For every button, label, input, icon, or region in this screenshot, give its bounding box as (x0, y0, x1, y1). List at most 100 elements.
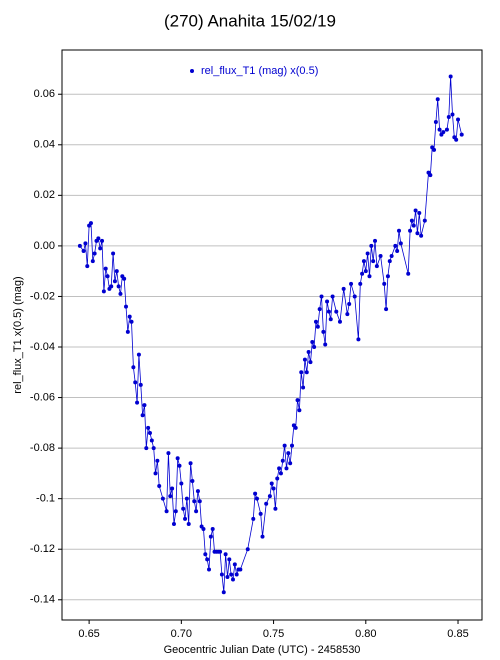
data-point (415, 231, 420, 236)
data-point (358, 281, 363, 286)
data-point (456, 117, 461, 122)
data-point (157, 484, 162, 489)
data-point (85, 264, 90, 269)
data-point (419, 233, 424, 238)
data-point (352, 294, 357, 299)
data-point (105, 274, 110, 279)
data-point (258, 511, 263, 516)
data-point (223, 552, 228, 557)
y-axis-label: rel_flux_T1 x(0.5) (mag) (12, 276, 24, 393)
data-point (207, 567, 212, 572)
data-point (168, 494, 173, 499)
data-point (280, 458, 285, 463)
data-point (306, 350, 311, 355)
data-point (398, 241, 403, 246)
data-point (448, 74, 453, 79)
data-point (77, 243, 82, 248)
legend-label: rel_flux_T1 (mag) x(0.5) (201, 65, 318, 77)
data-point (177, 463, 182, 468)
data-point (387, 259, 392, 264)
data-point (205, 557, 210, 562)
data-point (183, 516, 188, 521)
data-point (234, 572, 239, 577)
data-point (166, 451, 171, 456)
data-point (396, 228, 401, 233)
data-point (142, 403, 147, 408)
data-point (323, 342, 328, 347)
data-point (103, 266, 108, 271)
data-point (135, 400, 140, 405)
data-point (218, 549, 223, 554)
data-point (459, 132, 464, 137)
y-tick-label: -0.06 (30, 391, 55, 403)
data-point (92, 251, 97, 256)
data-point (131, 365, 136, 370)
data-point (122, 276, 127, 281)
data-point (136, 352, 141, 357)
data-point (81, 248, 86, 253)
data-point (378, 254, 383, 259)
data-point (267, 494, 272, 499)
data-point (365, 251, 370, 256)
data-point (253, 491, 258, 496)
data-point (118, 291, 123, 296)
data-point (321, 329, 326, 334)
data-point (188, 461, 193, 466)
data-point (275, 476, 280, 481)
data-point (179, 481, 184, 486)
data-point (83, 241, 88, 246)
data-point (251, 516, 256, 521)
data-point (299, 370, 304, 375)
data-point (90, 259, 95, 264)
data-point (96, 236, 101, 241)
data-point (221, 590, 226, 595)
x-tick-label: 0.75 (263, 628, 284, 640)
data-point (446, 114, 451, 119)
y-tick-label: -0.12 (30, 543, 55, 555)
data-point (181, 506, 186, 511)
data-point (328, 317, 333, 322)
data-point (308, 360, 313, 365)
data-point (284, 466, 289, 471)
data-point (197, 499, 202, 504)
data-point (326, 309, 331, 314)
data-point (138, 382, 143, 387)
data-point (337, 319, 342, 324)
data-point (116, 284, 121, 289)
data-point (450, 112, 455, 117)
data-point (282, 443, 287, 448)
data-point (317, 307, 322, 312)
data-point (109, 284, 114, 289)
data-point (232, 562, 237, 567)
data-point (315, 324, 320, 329)
data-point (171, 521, 176, 526)
data-point (260, 534, 265, 539)
data-point (149, 438, 154, 443)
data-point (254, 496, 259, 501)
data-point (413, 208, 418, 213)
data-point (319, 294, 324, 299)
data-point (334, 309, 339, 314)
data-point (286, 451, 291, 456)
data-point (151, 446, 156, 451)
data-point (101, 289, 106, 294)
data-point (203, 552, 208, 557)
data-point (349, 281, 354, 286)
data-point (428, 173, 433, 178)
data-point (293, 425, 298, 430)
x-tick-label: 0.65 (78, 628, 99, 640)
data-point (125, 329, 130, 334)
data-point (98, 246, 103, 251)
data-point (129, 319, 134, 324)
data-point (454, 137, 459, 142)
data-point (345, 312, 350, 317)
data-point (269, 481, 274, 486)
data-point (417, 211, 422, 216)
data-point (330, 294, 335, 299)
data-point (230, 577, 235, 582)
data-point (360, 271, 365, 276)
data-point (264, 501, 269, 506)
data-point (127, 314, 132, 319)
data-point (219, 572, 224, 577)
data-point (389, 254, 394, 259)
